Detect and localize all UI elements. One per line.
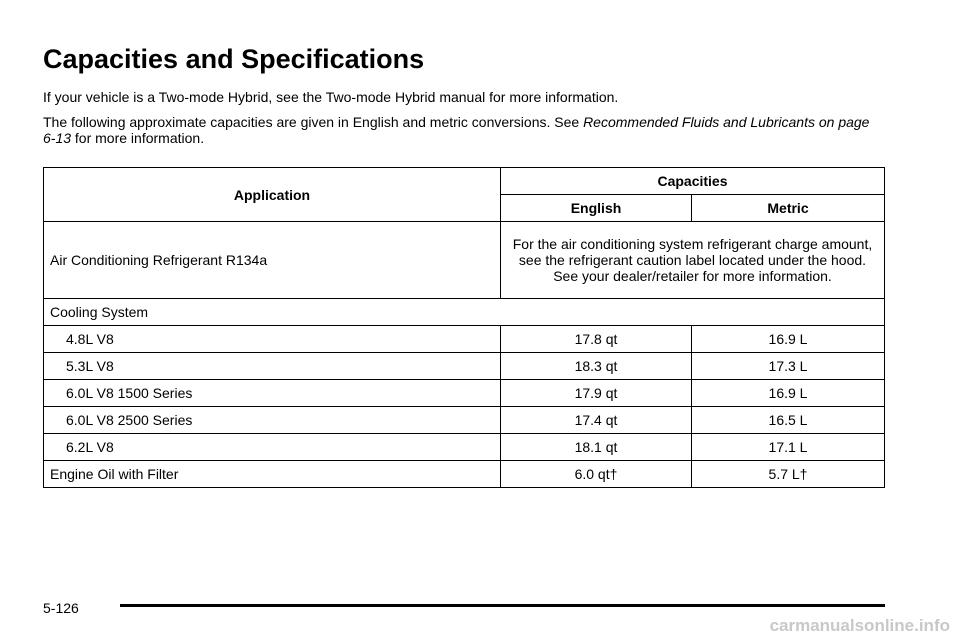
cell: 16.9 L [691, 325, 885, 353]
cell: 17.9 qt [500, 379, 692, 407]
cell: 17.8 qt [500, 325, 692, 353]
title: Capacities and Specifications [43, 44, 425, 74]
text: for more information. [74, 130, 205, 146]
column-header: English [500, 194, 692, 222]
cell: 16.9 L [691, 379, 885, 407]
reference: Recommended Fluids and Lubricants on pag… [43, 114, 870, 146]
column-header: Application [43, 167, 501, 222]
paragraph: The following approximate capacities are… [43, 114, 873, 146]
footer-rule [120, 604, 885, 607]
cell: 17.3 L [691, 352, 885, 380]
column-header: Metric [691, 194, 885, 222]
cell: Engine Oil with Filter [43, 460, 501, 488]
page-number: 5-126 [43, 600, 79, 616]
cell: 18.1 qt [500, 433, 692, 461]
cell: 5.3L V8 [43, 352, 501, 380]
cell: 5.7 L† [691, 460, 885, 488]
cell: 6.2L V8 [43, 433, 501, 461]
cell: For the air conditioning system refriger… [500, 221, 885, 299]
cell: 6.0 qt† [500, 460, 692, 488]
cell: 6.0L V8 1500 Series [43, 379, 501, 407]
paragraph: If your vehicle is a Two-mode Hybrid, se… [43, 89, 619, 105]
watermark: carmanualsonline.info [769, 616, 950, 635]
cell: 4.8L V8 [43, 325, 501, 353]
cell: 18.3 qt [500, 352, 692, 380]
cell: 17.1 L [691, 433, 885, 461]
cell: 16.5 L [691, 406, 885, 434]
cell: Cooling System [43, 298, 885, 326]
capacities-table: Application Capacities English Metric Air … [43, 167, 885, 488]
cell: 6.0L V8 2500 Series [43, 406, 501, 434]
cell: 17.4 qt [500, 406, 692, 434]
column-header: Capacities [500, 167, 885, 195]
text: The following approximate capacities are… [43, 114, 580, 130]
cell: Air Conditioning Refrigerant R134a [43, 221, 501, 299]
